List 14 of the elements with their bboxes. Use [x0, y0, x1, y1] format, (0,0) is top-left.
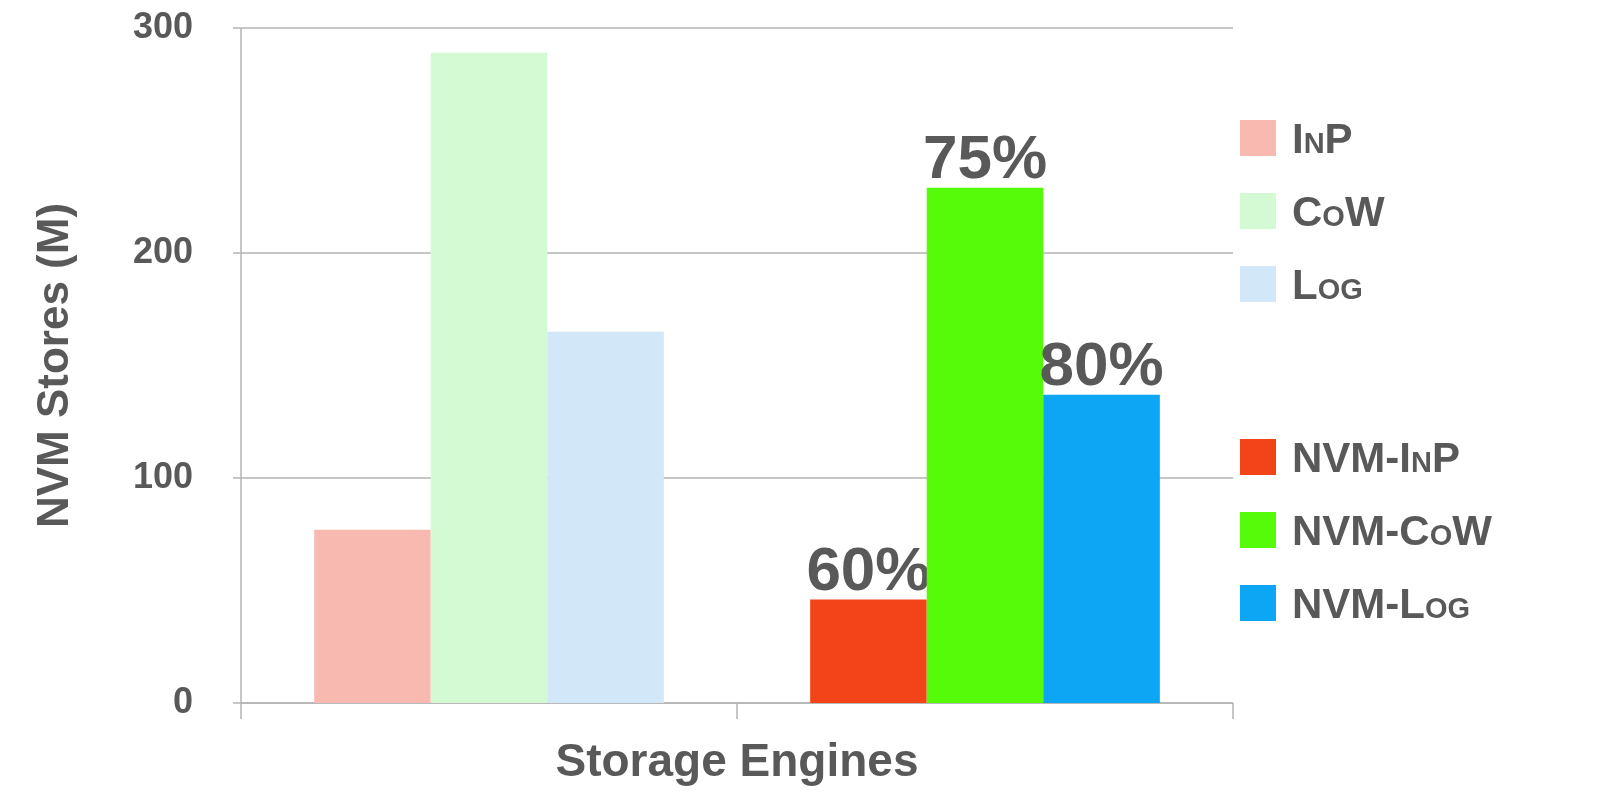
legend-label: NVM-Log: [1292, 580, 1471, 627]
y-axis-title: NVM Stores (M): [28, 202, 77, 529]
legend-label: InP: [1292, 115, 1353, 162]
annotation: 75%: [922, 121, 1048, 191]
y-tick-label: 0: [172, 679, 193, 721]
y-tick-label: 300: [132, 4, 193, 46]
legend-label: Log: [1292, 261, 1363, 308]
x-axis-title: Storage Engines: [555, 734, 919, 786]
legend-label: NVM-CoW: [1292, 507, 1493, 554]
y-tick-label: 100: [132, 454, 193, 496]
annotation: 60%: [806, 533, 931, 603]
y-tick-label: 200: [132, 229, 193, 271]
legend-label: NVM-InP: [1292, 434, 1460, 481]
legend-label: CoW: [1292, 188, 1385, 235]
